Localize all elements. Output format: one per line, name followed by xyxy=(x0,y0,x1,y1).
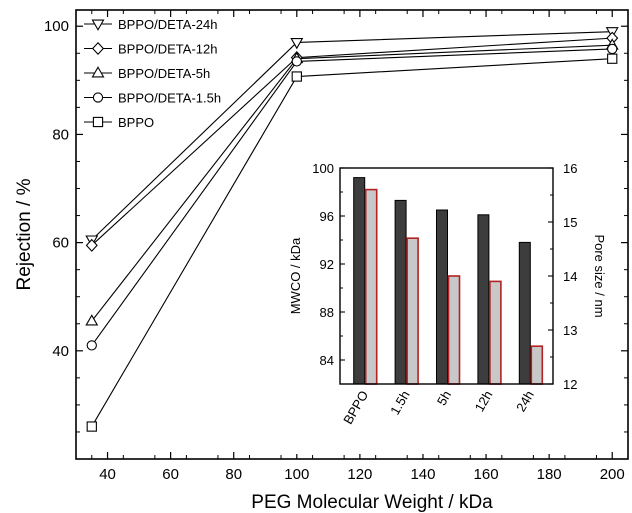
legend-label: BPPO/DETA-5h xyxy=(118,66,210,81)
inset-right-tick-label: 16 xyxy=(563,161,577,176)
data-point xyxy=(86,340,97,351)
data-point xyxy=(291,71,302,82)
bar-pore-size xyxy=(530,345,544,385)
x-tick-label: 160 xyxy=(474,466,499,483)
bar-mwco xyxy=(436,209,448,385)
x-tick-label: 200 xyxy=(600,466,625,483)
legend-label: BPPO xyxy=(118,115,154,130)
x-axis-title: PEG Molecular Weight / kDa xyxy=(251,492,493,513)
legend-marker xyxy=(91,19,105,31)
inset-right-tick-label: 12 xyxy=(563,377,577,392)
plot-frame xyxy=(75,9,629,460)
x-tick-label: 40 xyxy=(99,466,116,483)
bar-pore-size xyxy=(406,237,419,385)
x-tick-label: 180 xyxy=(537,466,562,483)
x-tick-label: 60 xyxy=(162,466,179,483)
y-axis-title: Rejection / % xyxy=(14,178,35,290)
bar-mwco xyxy=(477,214,490,385)
y-tick-label: 40 xyxy=(52,343,69,360)
inset-left-tick-label: 88 xyxy=(320,305,334,320)
y-tick-label: 100 xyxy=(44,18,69,35)
legend-marker xyxy=(92,116,104,128)
bar-pore-size xyxy=(447,275,461,385)
x-tick-label: 140 xyxy=(410,466,435,483)
data-point xyxy=(86,421,97,432)
inset-right-tick-label: 15 xyxy=(563,215,577,230)
x-tick-label: 120 xyxy=(347,466,372,483)
legend-marker xyxy=(91,66,105,78)
bar-pore-size xyxy=(364,188,378,385)
legend-marker xyxy=(91,41,105,56)
x-tick-label: 80 xyxy=(225,466,242,483)
inset-right-tick-label: 14 xyxy=(563,269,577,284)
inset-left-tick-label: 96 xyxy=(320,209,334,224)
legend-label: BPPO/DETA-12h xyxy=(118,42,217,57)
bar-pore-size xyxy=(489,280,502,385)
inset-right-tick-label: 13 xyxy=(563,323,577,338)
inset-left-tick-label: 100 xyxy=(312,161,334,176)
y-tick-label: 60 xyxy=(52,235,69,252)
legend-label: BPPO/DETA-24h xyxy=(118,17,217,32)
inset-right-axis-title: Pore size / nm xyxy=(592,234,607,317)
inset-left-axis-title: MWCO / kDa xyxy=(288,237,303,314)
data-point xyxy=(85,314,99,326)
data-point xyxy=(607,43,618,55)
inset-left-tick-label: 92 xyxy=(320,257,334,272)
bar-mwco xyxy=(353,177,366,385)
data-point xyxy=(290,37,304,50)
bar-mwco xyxy=(518,241,531,385)
data-point xyxy=(607,53,618,64)
x-tick-label: 100 xyxy=(284,466,309,483)
legend-label: BPPO/DETA-1.5h xyxy=(118,91,221,106)
legend-marker xyxy=(92,92,104,103)
data-point xyxy=(291,56,302,67)
y-tick-label: 80 xyxy=(52,126,69,143)
inset-left-tick-label: 84 xyxy=(320,353,334,368)
data-point xyxy=(85,238,98,252)
bar-mwco xyxy=(394,199,407,385)
inset-category-label: 5h xyxy=(434,388,454,408)
